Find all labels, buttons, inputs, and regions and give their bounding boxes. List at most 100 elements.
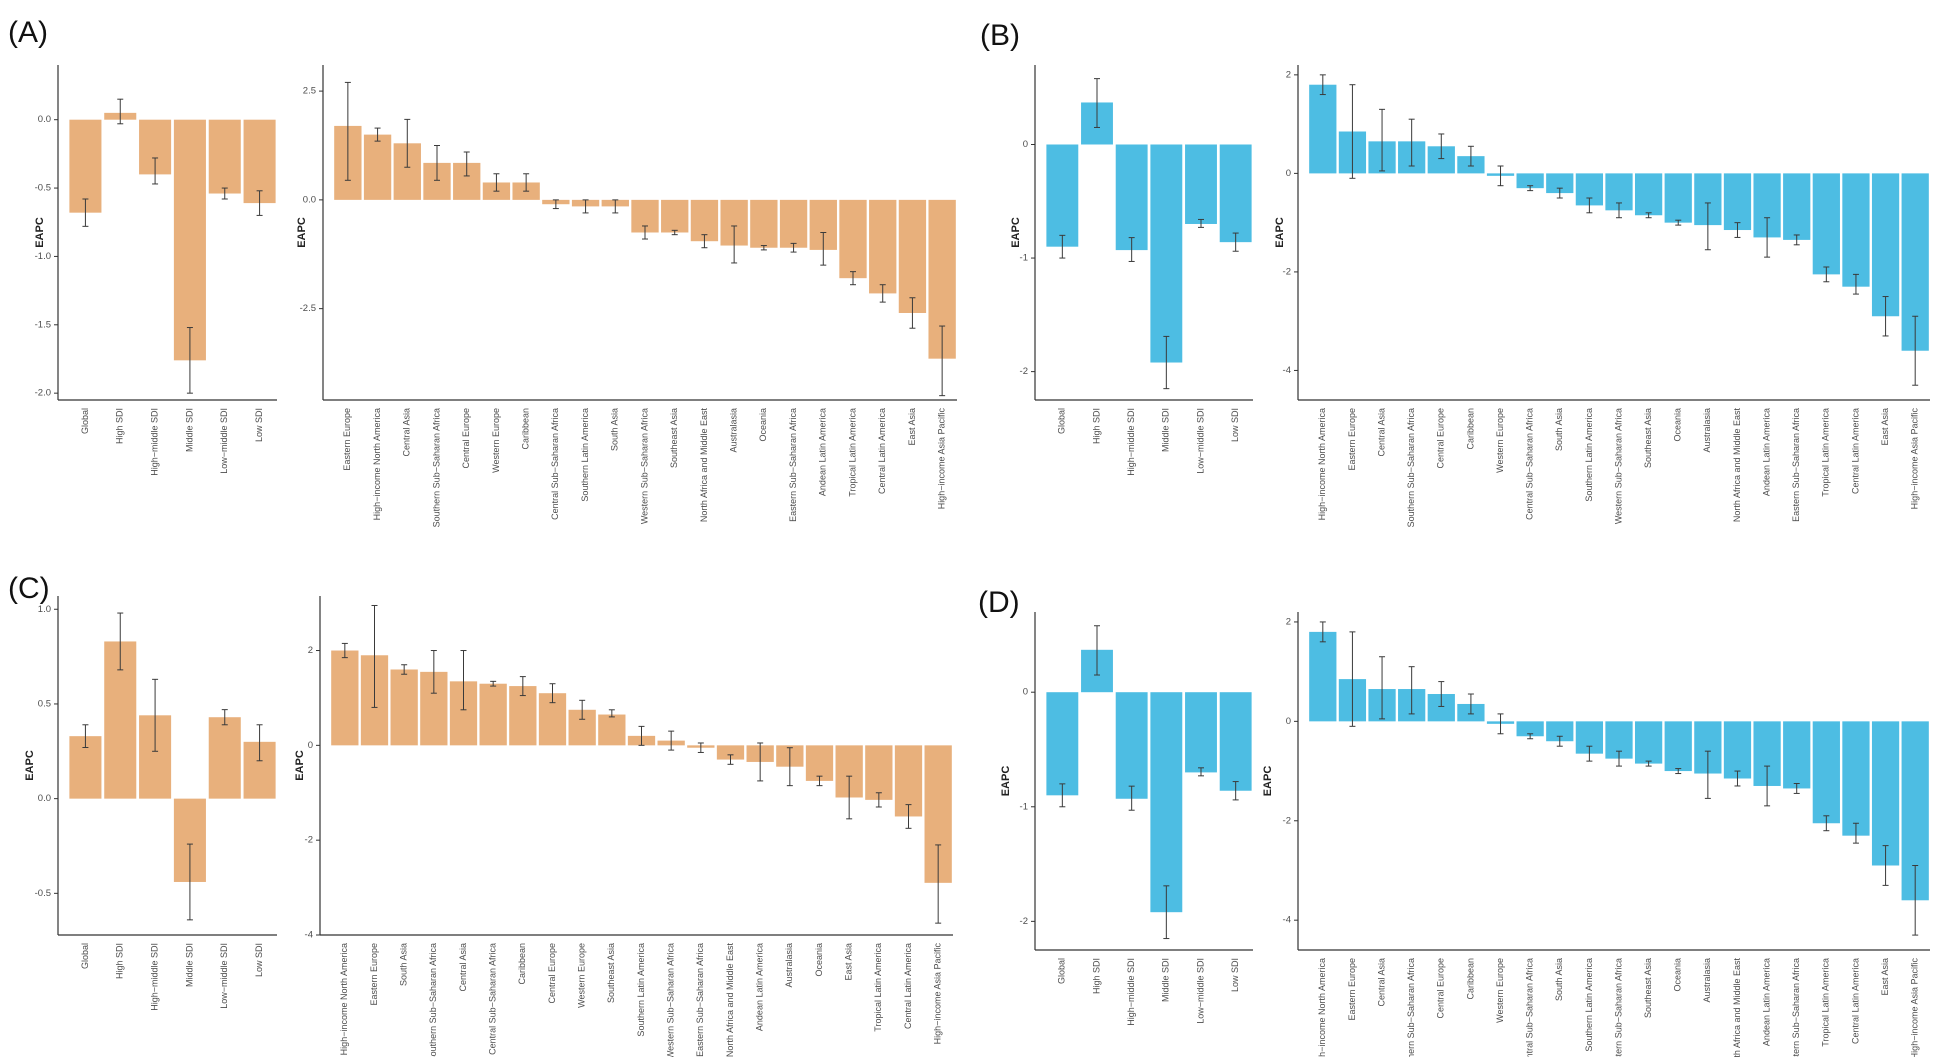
- category-label: Caribbean: [517, 943, 527, 985]
- bar-tropical-latin-america: [1812, 721, 1840, 824]
- category-label: Eastern Europe: [1347, 408, 1357, 471]
- bar-east-asia: [898, 199, 927, 313]
- category-label: Central Asia: [1376, 958, 1386, 1007]
- category-label: Eastern Sub−Saharan Africa: [1791, 958, 1801, 1057]
- y-tick-label: -1: [1020, 801, 1028, 812]
- y-axis-title: EAPC: [1010, 217, 1022, 248]
- category-label: North Africa and Middle East: [1732, 958, 1742, 1057]
- y-tick-label: -0.5: [35, 888, 51, 899]
- bar-oceania: [1664, 721, 1692, 772]
- bar-central-sub-saharan-africa: [1516, 721, 1544, 737]
- y-tick-label: -2.5: [300, 303, 316, 314]
- chart-b-regions: High−income North America Eastern Europe C…: [1274, 65, 1930, 527]
- bar-high-income-north-america: [1309, 84, 1337, 174]
- category-label: Low−middle SDI: [1195, 958, 1205, 1024]
- category-label: Central Latin America: [903, 943, 913, 1029]
- bar-high-income-north-america: [1309, 631, 1337, 722]
- category-label: High−middle SDI: [149, 943, 159, 1011]
- category-label: Caribbean: [1465, 958, 1475, 1000]
- y-tick-label: 0: [308, 740, 313, 751]
- category-label: Middle SDI: [184, 408, 194, 452]
- category-label: Middle SDI: [1161, 958, 1171, 1002]
- y-tick-label: -4: [1283, 915, 1291, 926]
- y-axis-title: EAPC: [1000, 766, 1012, 797]
- category-label: Southern Sub−Saharan Africa: [428, 943, 438, 1057]
- y-axis-title: EAPC: [24, 750, 36, 781]
- bar-low-middle-sdi: [1185, 692, 1217, 773]
- category-label: Southern Latin America: [580, 408, 590, 502]
- category-label: Australasia: [784, 943, 794, 988]
- category-label: Western Sub−Saharan Africa: [1613, 958, 1623, 1057]
- category-label: Southern Latin America: [636, 943, 646, 1037]
- category-label: Central Asia: [402, 408, 412, 457]
- y-tick-label: -4: [1283, 365, 1291, 376]
- bar-middle-sdi: [1150, 144, 1183, 363]
- bar-low-sdi: [243, 119, 276, 204]
- bar-low-sdi: [1219, 144, 1252, 243]
- y-tick-label: 0.0: [303, 194, 316, 205]
- bar-central-sub-saharan-africa: [479, 683, 507, 746]
- category-label: Low SDI: [1230, 408, 1240, 442]
- bar-tropical-latin-america: [1812, 173, 1840, 275]
- bar-tropical-latin-america: [865, 745, 893, 800]
- bar-global: [1046, 692, 1079, 796]
- chart-a-regions: Eastern Europe High−income North America C…: [296, 65, 957, 527]
- category-label: North Africa and Middle East: [1732, 408, 1742, 523]
- category-label: Low−middle SDI: [219, 943, 229, 1009]
- category-label: Eastern Sub−Saharan Africa: [1791, 408, 1801, 522]
- chart-c-regions: High−income North America Eastern Europe S…: [294, 596, 953, 1057]
- category-label: North Africa and Middle East: [725, 943, 735, 1057]
- bar-high-income-north-america: [331, 650, 359, 746]
- category-label: Central Latin America: [877, 408, 887, 494]
- y-tick-label: -2: [1020, 916, 1028, 927]
- y-tick-label: 0.0: [38, 793, 51, 804]
- category-label: Australasia: [1702, 958, 1712, 1003]
- category-label: High−income North America: [372, 408, 382, 520]
- bar-central-sub-saharan-africa: [1516, 173, 1544, 189]
- bar-north-africa-and-middle-east: [1723, 721, 1752, 779]
- category-label: Southern Latin America: [1584, 408, 1594, 502]
- category-label: Low SDI: [1230, 958, 1240, 992]
- category-label: Australasia: [729, 408, 739, 453]
- bar-central-latin-america: [1842, 721, 1870, 836]
- category-label: Andean Latin America: [1761, 958, 1771, 1046]
- category-label: Global: [80, 408, 90, 434]
- category-label: Global: [1057, 958, 1067, 984]
- category-label: High SDI: [115, 408, 125, 444]
- bar-southeast-asia: [661, 199, 689, 233]
- category-label: Eastern Europe: [1347, 958, 1357, 1021]
- category-label: Western Europe: [577, 943, 587, 1008]
- category-label: East Asia: [844, 943, 854, 981]
- category-label: Western Sub−Saharan Africa: [639, 408, 649, 524]
- category-label: High−income North America: [1317, 958, 1327, 1057]
- category-label: South Asia: [399, 943, 409, 986]
- bar-central-latin-america: [1842, 173, 1870, 287]
- category-label: Southern Sub−Saharan Africa: [431, 408, 441, 527]
- y-tick-label: -2: [1283, 815, 1291, 826]
- category-label: High SDI: [1091, 408, 1101, 444]
- y-tick-label: -1.5: [35, 319, 51, 330]
- category-label: Caribbean: [521, 408, 531, 450]
- bar-eastern-sub-saharan-africa: [1783, 721, 1811, 789]
- category-label: Southern Latin America: [1584, 958, 1594, 1052]
- category-label: Tropical Latin America: [1821, 958, 1831, 1047]
- bar-south-asia: [1546, 173, 1574, 194]
- bar-southeast-asia: [1634, 173, 1663, 216]
- category-label: Tropical Latin America: [847, 408, 857, 497]
- bar-north-africa-and-middle-east: [1723, 173, 1752, 231]
- category-label: Low−middle SDI: [219, 408, 229, 474]
- bar-high-middle-sdi: [1115, 144, 1148, 251]
- panel-label-c: (C): [8, 572, 50, 605]
- category-label: Eastern Europe: [342, 408, 352, 471]
- bar-oceania: [1664, 173, 1692, 223]
- y-tick-label: 1.0: [38, 604, 51, 615]
- bar-central-latin-america: [869, 199, 897, 294]
- category-label: Central Europe: [1436, 958, 1446, 1019]
- category-label: East Asia: [1880, 408, 1890, 446]
- category-label: Central Europe: [461, 408, 471, 469]
- y-tick-label: 0: [1023, 139, 1028, 150]
- y-tick-label: 2: [1286, 616, 1291, 627]
- category-label: High−income North America: [1317, 408, 1327, 520]
- category-label: South Asia: [1554, 408, 1564, 451]
- bar-east-asia: [1871, 721, 1900, 866]
